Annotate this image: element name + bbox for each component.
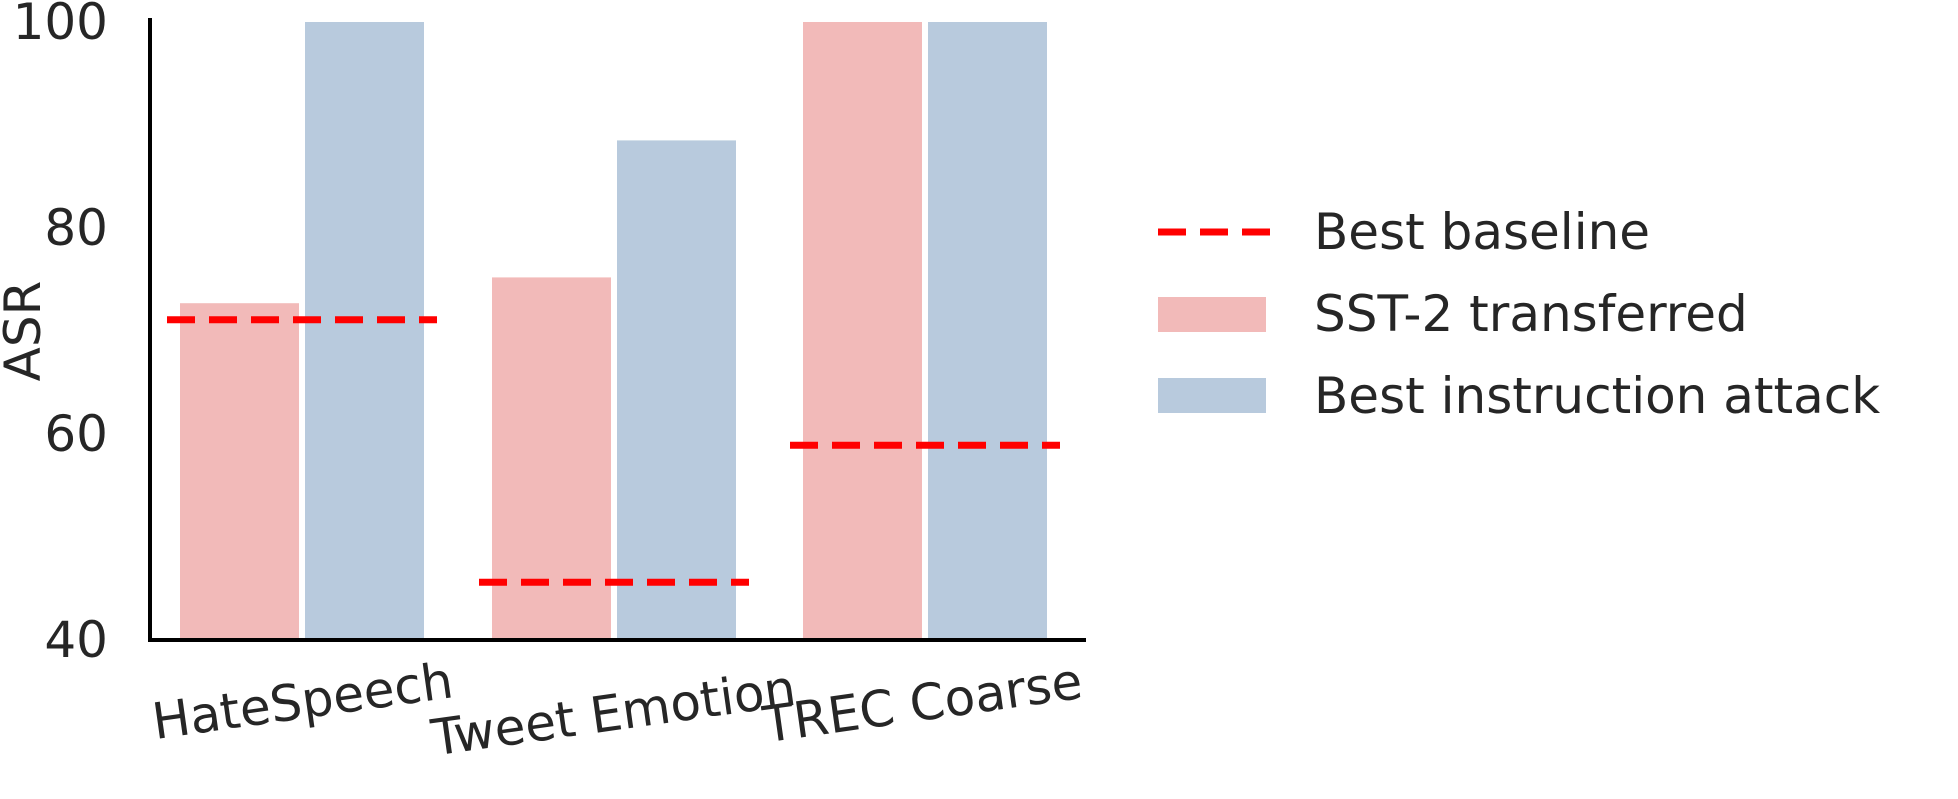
bar-instruction-0 — [305, 22, 424, 640]
bar-instruction-2 — [928, 22, 1047, 640]
bar-sst2-2 — [803, 22, 922, 640]
bar-sst2-1 — [492, 277, 611, 640]
axes-layer — [148, 18, 1086, 642]
legend: Best baseline SST-2 transferred Best ins… — [1158, 203, 1880, 425]
legend-label-sst2: SST-2 transferred — [1314, 285, 1748, 343]
x-tick-label: Tweet Emotion — [427, 659, 799, 768]
y-tick-label: 60 — [44, 405, 108, 463]
y-axis-title: ASR — [0, 281, 52, 382]
legend-label-baseline: Best baseline — [1314, 203, 1650, 261]
legend-label-instruction: Best instruction attack — [1314, 367, 1880, 425]
bar-instruction-1 — [617, 140, 736, 640]
legend-swatch-sst2 — [1158, 297, 1266, 332]
legend-swatch-instruction — [1158, 378, 1266, 413]
baseline-layer — [167, 316, 1060, 586]
y-tick-label: 80 — [44, 199, 108, 257]
x-tick-label: HateSpeech — [149, 651, 457, 751]
bar-sst2-0 — [180, 303, 299, 640]
bars-layer — [180, 22, 1047, 640]
x-tick-label: TREC Coarse — [759, 652, 1086, 754]
y-tick-label: 40 — [44, 611, 108, 669]
y-tick-labels: 40 60 80 100 — [13, 0, 108, 669]
y-tick-label: 100 — [13, 0, 108, 51]
